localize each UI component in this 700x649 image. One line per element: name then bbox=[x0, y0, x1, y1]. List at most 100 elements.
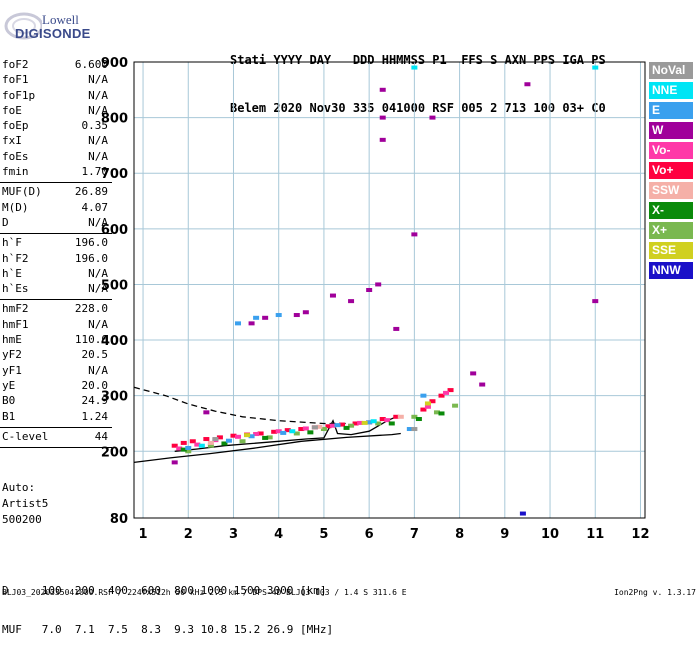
muf-table: D 100 200 400 600 800 1000 1500 3000 [km… bbox=[2, 558, 333, 649]
echo-point bbox=[366, 420, 373, 425]
x-tick-label: 8 bbox=[455, 527, 464, 542]
param-row: hmF2 228.0 bbox=[0, 302, 112, 317]
echo-point bbox=[239, 439, 246, 444]
echo-point bbox=[262, 435, 269, 440]
param-value: 4.07 bbox=[81, 200, 109, 214]
param-separator bbox=[0, 426, 112, 428]
echo-point bbox=[384, 418, 391, 423]
echo-point bbox=[216, 435, 223, 440]
echo-point bbox=[275, 429, 282, 434]
auto-artist: Artist5 bbox=[2, 497, 49, 510]
echo-point bbox=[248, 434, 255, 439]
plot-frame bbox=[133, 61, 646, 519]
param-label: hmE bbox=[2, 333, 22, 347]
param-row: MUF(D) 26.89 bbox=[0, 185, 112, 200]
x-tick-label: 4 bbox=[274, 527, 283, 542]
legend-entry: NNE bbox=[649, 82, 693, 99]
echo-point bbox=[397, 414, 404, 419]
legend-entry: W bbox=[649, 122, 693, 139]
echo-point bbox=[244, 433, 251, 438]
y-tick-label: 500 bbox=[101, 278, 128, 293]
param-label: MUF(D) bbox=[2, 185, 42, 199]
echo-point bbox=[361, 420, 368, 425]
echo-point bbox=[592, 65, 599, 70]
param-label: h`Es bbox=[2, 282, 29, 296]
param-value: N/A bbox=[88, 282, 108, 296]
param-value: 44 bbox=[94, 429, 108, 443]
trace-line bbox=[133, 432, 401, 464]
legend-entry: X- bbox=[649, 202, 693, 219]
x-tick-label: 2 bbox=[184, 527, 193, 542]
y-tick-label: 900 bbox=[101, 56, 128, 71]
param-label: foE bbox=[2, 103, 22, 117]
echo-point bbox=[424, 404, 431, 409]
param-value: 1.24 bbox=[81, 409, 109, 423]
param-row: yF2 20.5 bbox=[0, 348, 112, 363]
echo-point bbox=[203, 410, 210, 415]
param-label: B0 bbox=[2, 394, 16, 408]
echo-point bbox=[248, 321, 255, 326]
legend-entry: Vo- bbox=[649, 142, 693, 159]
echo-point bbox=[370, 419, 377, 424]
x-tick-label: 1 bbox=[139, 527, 148, 542]
legend-entry: SSE bbox=[649, 242, 693, 259]
echo-point bbox=[592, 299, 599, 304]
echo-point bbox=[447, 388, 454, 393]
param-row: foF1p N/A bbox=[0, 89, 112, 104]
param-value: 228.0 bbox=[74, 302, 108, 316]
echo-point bbox=[411, 65, 418, 70]
param-value: 24.9 bbox=[81, 394, 109, 408]
echo-point bbox=[266, 435, 273, 440]
param-row: h`Es N/A bbox=[0, 282, 112, 297]
logo-swoosh-icon bbox=[4, 12, 42, 40]
y-tick-label: 600 bbox=[101, 223, 128, 238]
param-value: 6.600 bbox=[74, 58, 108, 71]
echo-point bbox=[443, 390, 450, 395]
echo-point bbox=[519, 511, 526, 516]
echo-point bbox=[198, 443, 205, 448]
param-label: fmin bbox=[2, 165, 29, 179]
param-label: hmF2 bbox=[2, 302, 29, 316]
param-label: foEs bbox=[2, 149, 29, 163]
echo-point bbox=[307, 430, 314, 435]
param-row: foE N/A bbox=[0, 104, 112, 119]
param-separator bbox=[0, 182, 112, 184]
param-label: M(D) bbox=[2, 200, 29, 214]
logo-line2: DIGISONDE bbox=[15, 26, 91, 41]
param-label: yE bbox=[2, 378, 16, 392]
x-tick-label: 3 bbox=[229, 527, 238, 542]
echo-point bbox=[411, 427, 418, 432]
echo-point bbox=[203, 437, 210, 442]
x-tick-label: 5 bbox=[319, 527, 328, 542]
param-row: h`F2 196.0 bbox=[0, 252, 112, 267]
param-value: N/A bbox=[88, 215, 108, 229]
x-tick-label: 11 bbox=[586, 527, 604, 542]
echo-point bbox=[429, 115, 436, 120]
legend-entry: SSW bbox=[649, 182, 693, 199]
param-value: N/A bbox=[88, 103, 108, 117]
param-label: C-level bbox=[2, 429, 49, 443]
param-separator bbox=[0, 447, 112, 449]
echo-point bbox=[420, 407, 427, 412]
param-label: B1 bbox=[2, 409, 16, 423]
echo-point bbox=[424, 401, 431, 406]
param-row: h`E N/A bbox=[0, 267, 112, 282]
param-row: yF1 N/A bbox=[0, 364, 112, 379]
echo-point bbox=[438, 393, 445, 398]
echo-point bbox=[185, 449, 192, 454]
param-value: 196.0 bbox=[74, 236, 108, 250]
logo-line1: Lowell bbox=[42, 12, 79, 27]
y-tick-label: 80 bbox=[110, 512, 128, 527]
y-tick-label: 800 bbox=[101, 112, 128, 127]
param-row: foF2 6.600 bbox=[0, 58, 112, 73]
auto-version: 500200 bbox=[2, 513, 42, 526]
legend-entry: Vo+ bbox=[649, 162, 693, 179]
echo-point bbox=[189, 439, 196, 444]
trace-line bbox=[133, 386, 347, 425]
echo-point bbox=[289, 429, 296, 434]
param-row: D N/A bbox=[0, 216, 112, 231]
param-value: 1.70 bbox=[81, 165, 109, 179]
echo-point bbox=[293, 313, 300, 318]
param-row: foF1 N/A bbox=[0, 73, 112, 88]
y-tick-label: 300 bbox=[101, 390, 128, 405]
